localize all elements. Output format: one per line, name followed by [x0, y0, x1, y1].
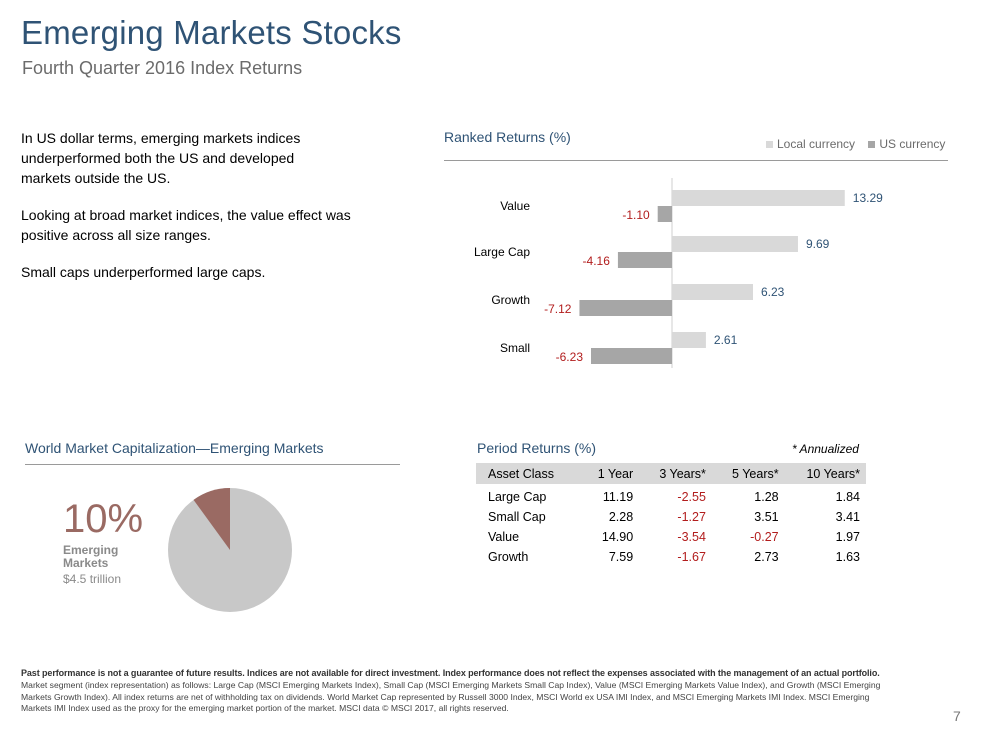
table-cell: 2.73: [754, 550, 779, 564]
data-label-local: 9.69: [806, 237, 830, 251]
data-label-local: 6.23: [761, 285, 785, 299]
row-label: Large Cap: [488, 490, 547, 504]
table-cell: -1.67: [677, 550, 706, 564]
emerging-percent: 10%: [63, 497, 144, 541]
page-number: 7: [953, 708, 961, 724]
legend-item-us: US currency: [868, 137, 945, 151]
table-row: Small Cap 2.28 -1.27 3.51 3.41: [476, 507, 866, 527]
data-label-us: -1.10: [622, 208, 650, 222]
world-cap-title: World Market Capitalization—Emerging Mar…: [25, 440, 324, 456]
period-returns-table: Asset Class 1 Year 3 Years* 5 Years* 10 Year…: [476, 463, 866, 567]
data-label-us: -4.16: [583, 254, 611, 268]
chart-legend: Local currency US currency: [766, 137, 945, 151]
annualized-note: * Annualized: [792, 442, 859, 456]
table-cell: 3.51: [754, 510, 779, 524]
ranked-returns-title: Ranked Returns (%): [444, 129, 571, 145]
ranked-returns-chart: Value 13.29 -1.10 Large Cap 9.69 -4.16 Growth 6…: [474, 178, 883, 368]
table-cell: 7.59: [608, 550, 634, 564]
category-label: Large Cap: [474, 245, 530, 259]
legend-swatch-us: [868, 141, 876, 148]
row-label: Small Cap: [488, 510, 546, 524]
bar-local-currency: [672, 190, 845, 206]
disclaimer-bold: Past performance is not a guarantee of f…: [21, 668, 880, 678]
column-header: 3 Years*: [639, 463, 712, 484]
bar-local-currency: [672, 332, 706, 348]
legend-label-us: US currency: [879, 137, 946, 151]
table-cell: 3.41: [835, 510, 860, 524]
page-title: Emerging Markets Stocks: [21, 14, 402, 51]
legend-label-local: Local currency: [777, 137, 856, 151]
category-label: Value: [500, 199, 530, 213]
bar-us-currency: [617, 252, 672, 268]
page-subtitle: Fourth Quarter 2016 Index Returns: [22, 58, 303, 78]
table-cell: 14.90: [601, 530, 634, 544]
period-returns-title: Period Returns (%): [477, 440, 597, 456]
commentary-paragraph: In US dollar terms, emerging markets ind…: [21, 130, 301, 186]
table-cell: -1.27: [677, 510, 706, 524]
emerging-label: Emerging Markets: [63, 543, 119, 570]
table-cell: 2.28: [608, 510, 634, 524]
bar-local-currency: [672, 284, 753, 300]
table-row: Growth 7.59 -1.67 2.73 1.63: [476, 547, 866, 567]
table-cell: -3.54: [677, 530, 706, 544]
table-cell: 1.28: [754, 490, 779, 504]
data-label-us: -6.23: [556, 350, 584, 364]
bar-local-currency: [672, 236, 798, 252]
legend-item-local: Local currency: [766, 137, 855, 151]
table-row: Large Cap 11.19 -2.55 1.28 1.84: [476, 484, 866, 507]
table-cell: 1.84: [835, 490, 860, 504]
category-label: Small: [500, 341, 530, 355]
table-cell: -0.27: [750, 530, 779, 544]
data-label-local: 13.29: [853, 191, 883, 205]
row-label: Growth: [488, 550, 529, 564]
table-cell: 11.19: [602, 490, 634, 504]
emerging-value: $4.5 trillion: [63, 572, 122, 586]
legend-swatch-local: [766, 141, 773, 148]
world-cap-pie: [168, 488, 292, 612]
table-cell: 1.63: [835, 550, 860, 564]
bar-us-currency: [657, 206, 672, 222]
disclaimer-text: Market segment (index representation) as…: [21, 680, 881, 713]
world-cap-divider: [25, 464, 400, 465]
ranked-divider: [444, 160, 948, 161]
column-header: 10 Years*: [784, 463, 866, 484]
column-header: Asset Class: [476, 463, 581, 484]
column-header: 1 Year: [580, 463, 640, 484]
table-row: Value 14.90 -3.54 -0.27 1.97: [476, 527, 866, 547]
bar-us-currency: [591, 348, 672, 364]
table-header-row: Asset Class 1 Year 3 Years* 5 Years* 10 Year…: [476, 463, 866, 484]
table-cell: -2.55: [677, 490, 706, 504]
commentary-paragraph: Small caps underperformed large caps.: [21, 264, 266, 280]
data-label-us: -7.12: [544, 302, 572, 316]
pie-slice-emerging: [193, 488, 230, 550]
category-label: Growth: [491, 293, 530, 307]
data-label-local: 2.61: [714, 333, 738, 347]
column-header: 5 Years*: [711, 463, 785, 484]
table-cell: 1.97: [835, 530, 860, 544]
row-label: Value: [488, 530, 520, 544]
commentary-paragraph: Looking at broad market indices, the val…: [21, 207, 351, 243]
bar-us-currency: [579, 300, 672, 316]
